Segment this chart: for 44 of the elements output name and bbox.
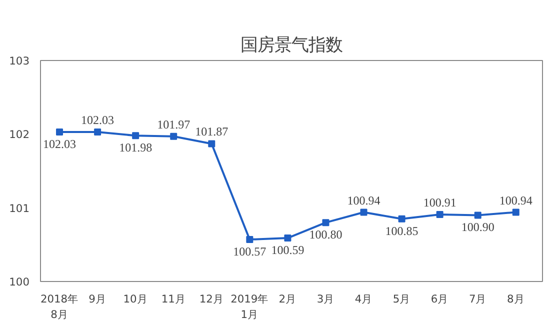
x-tick-label: 9月 [88,292,106,306]
x-tick-label: 2019年 1月 [230,292,269,322]
data-label: 100.57 [233,244,266,259]
data-label: 102.03 [43,136,76,151]
chart-title: 国房景气指数 [240,36,342,56]
data-label: 100.94 [499,193,532,208]
data-label: 102.03 [81,112,114,127]
point [474,212,482,219]
data-label: 100.80 [309,228,342,242]
x-tick-label: 11月 [161,292,186,306]
point [512,208,520,216]
data-label: 100.91 [423,195,456,210]
point [436,210,444,218]
point [56,128,64,136]
x-tick-label: 8月 [506,292,525,306]
point [94,128,102,136]
x-tick-label: 12月 [199,292,224,306]
point [132,132,140,140]
y-tick-label: 103 [9,54,30,68]
point [284,234,292,242]
data-label: 100.94 [347,193,380,208]
x-tick-label: 2018年 8月 [40,292,79,322]
point [170,132,178,140]
x-tick-label: 5月 [392,292,411,306]
x-tick-label: 6月 [430,292,449,306]
data-label: 100.59 [271,243,304,258]
point [360,208,368,216]
x-tick-label: 3月 [316,292,335,306]
x-tick-label: 4月 [354,292,373,306]
point [246,236,254,244]
data-label: 100.85 [385,224,418,238]
y-tick-label: 101 [9,202,30,215]
point [208,140,216,148]
y-tick-label: 102 [9,128,30,142]
point [398,215,406,222]
x-tick-label: 10月 [123,292,148,306]
data-label: 101.97 [157,117,190,132]
y-tick-label: 100 [9,276,30,288]
data-label: 101.98 [119,140,152,155]
x-tick-label: 7月 [468,292,487,306]
data-label: 100.90 [461,220,494,234]
x-tick-label: 2月 [278,292,297,306]
point [322,219,330,226]
data-label: 101.87 [195,124,228,139]
